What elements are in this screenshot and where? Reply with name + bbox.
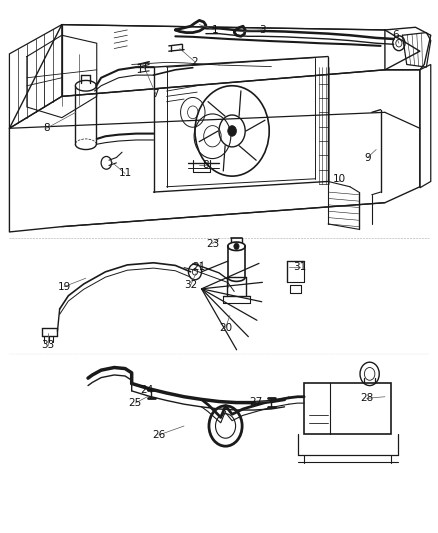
Text: 21: 21 [193,262,206,271]
Text: 1: 1 [211,25,218,35]
Text: 10: 10 [332,174,346,184]
Text: 20: 20 [219,322,232,333]
Text: 27: 27 [250,397,263,407]
Text: 25: 25 [128,398,142,408]
Text: 28: 28 [360,393,373,403]
Text: 3: 3 [259,25,266,35]
Text: 32: 32 [184,280,197,290]
Text: 31: 31 [293,262,307,271]
Text: 26: 26 [152,430,166,440]
Text: 6: 6 [392,30,399,41]
Text: 33: 33 [41,340,54,350]
Text: 24: 24 [140,385,154,395]
Text: 7: 7 [152,88,159,99]
Text: 19: 19 [57,282,71,292]
Text: 9: 9 [364,152,371,163]
Circle shape [234,243,239,249]
Text: 23: 23 [206,239,219,248]
Text: 11: 11 [119,168,132,179]
Bar [304,383,392,434]
Text: 8: 8 [203,160,209,171]
Circle shape [228,126,237,136]
Text: 8: 8 [43,123,50,133]
Text: 2: 2 [192,57,198,67]
